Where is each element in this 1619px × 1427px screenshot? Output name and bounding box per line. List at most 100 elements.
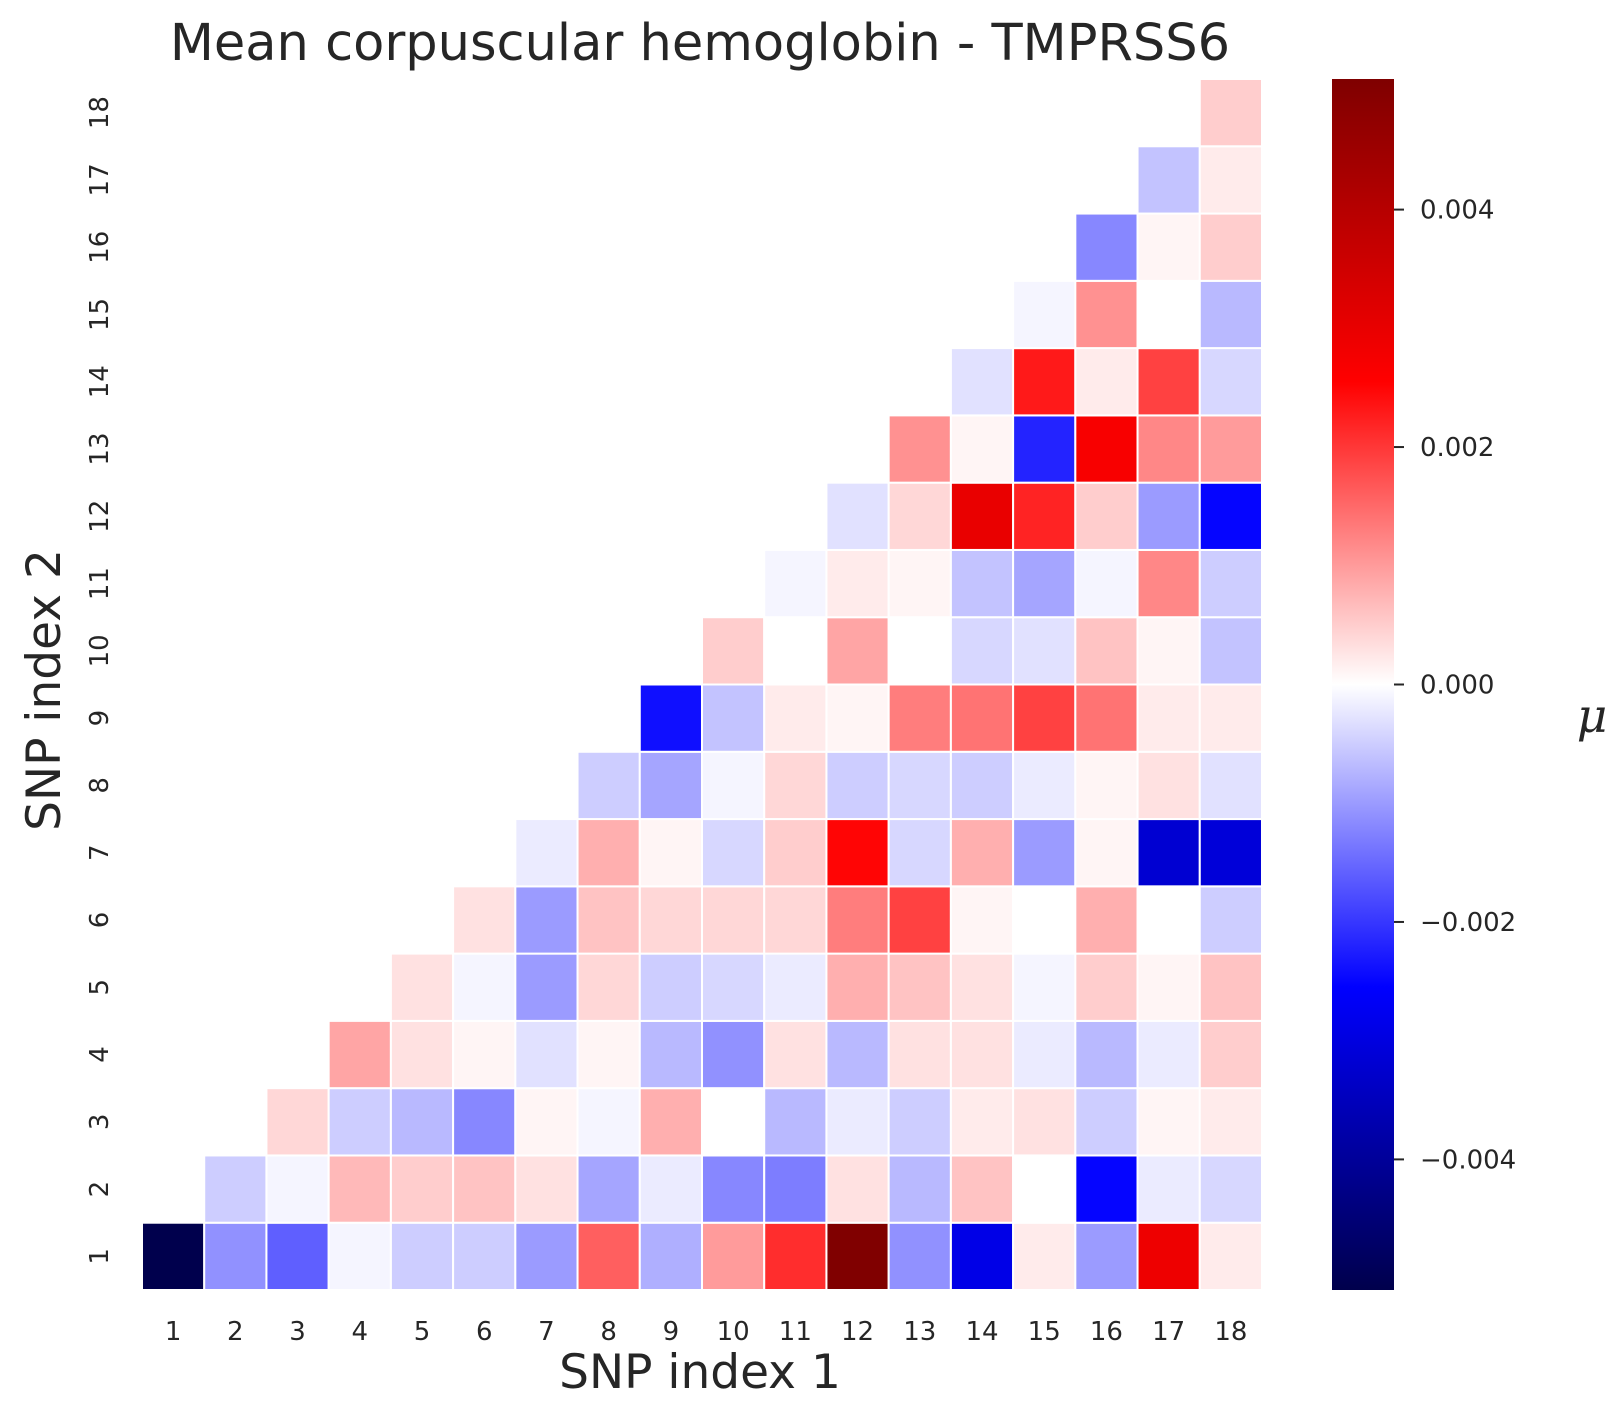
heatmap-cell-15-13 bbox=[1012, 414, 1077, 484]
heatmap-cell-17-13 bbox=[1136, 414, 1201, 484]
x-tick-label: 10 bbox=[717, 1317, 750, 1347]
x-tick-label: 11 bbox=[779, 1317, 812, 1347]
y-tick-label: 2 bbox=[85, 1181, 115, 1198]
heatmap-cell-13-7 bbox=[887, 818, 952, 888]
heatmap-cell-12-1 bbox=[825, 1221, 890, 1291]
x-tick-label: 15 bbox=[1028, 1317, 1061, 1347]
heatmap-cell-4-1 bbox=[327, 1221, 392, 1291]
y-tick-label: 6 bbox=[85, 912, 115, 929]
colorbar-tick-label: 0.000 bbox=[1420, 671, 1494, 701]
heatmap-cell-17-17 bbox=[1136, 145, 1201, 215]
heatmap-cell-8-4 bbox=[576, 1019, 641, 1090]
x-tick-label: 8 bbox=[600, 1317, 617, 1347]
heatmap-cell-7-7 bbox=[514, 818, 579, 888]
heatmap-cell-7-1 bbox=[514, 1221, 579, 1291]
heatmap-cell-13-8 bbox=[887, 750, 952, 821]
heatmap-cell-10-4 bbox=[701, 1019, 766, 1090]
heatmap-cell-6-2 bbox=[452, 1154, 517, 1224]
heatmap-cell-14-4 bbox=[949, 1019, 1015, 1090]
heatmap-cell-14-9 bbox=[949, 683, 1015, 753]
heatmap-cell-6-1 bbox=[452, 1221, 517, 1291]
heatmap-cell-14-8 bbox=[949, 750, 1015, 821]
heatmap-cell-16-10 bbox=[1074, 616, 1139, 686]
heatmap-cell-10-1 bbox=[701, 1221, 766, 1291]
x-tick-label: 16 bbox=[1090, 1317, 1123, 1347]
heatmap-cell-17-10 bbox=[1136, 616, 1201, 686]
heatmap-cell-14-14 bbox=[949, 347, 1015, 417]
heatmap-cell-7-6 bbox=[514, 885, 579, 955]
heatmap-cell-8-8 bbox=[576, 750, 641, 821]
heatmap-cell-6-6 bbox=[452, 885, 517, 955]
heatmap-cell-18-8 bbox=[1198, 750, 1264, 821]
heatmap-cell-17-2 bbox=[1136, 1154, 1201, 1224]
heatmap-cell-8-6 bbox=[576, 885, 641, 955]
x-tick-label: 14 bbox=[965, 1317, 998, 1347]
heatmap-cell-10-9 bbox=[701, 683, 766, 753]
heatmap-cell-14-1 bbox=[949, 1221, 1015, 1291]
heatmap-cell-8-1 bbox=[576, 1221, 641, 1291]
y-tick-label: 8 bbox=[85, 777, 115, 794]
heatmap-cell-9-9 bbox=[638, 683, 703, 753]
y-tick-label: 13 bbox=[85, 432, 115, 465]
heatmap-cell-13-13 bbox=[887, 414, 952, 484]
heatmap-cell-12-2 bbox=[825, 1154, 890, 1224]
heatmap-cell-16-15 bbox=[1074, 279, 1139, 350]
heatmap-cell-18-13 bbox=[1198, 414, 1264, 484]
heatmap-cell-16-3 bbox=[1074, 1087, 1139, 1157]
heatmap-cell-2-2 bbox=[203, 1154, 268, 1224]
x-tick-label: 13 bbox=[903, 1317, 936, 1347]
heatmap-cell-18-2 bbox=[1198, 1154, 1264, 1224]
heatmap-cell-16-5 bbox=[1074, 952, 1139, 1022]
heatmap-cell-15-2 bbox=[1012, 1154, 1077, 1224]
heatmap-cell-16-9 bbox=[1074, 683, 1139, 753]
heatmap-cell-2-1 bbox=[203, 1221, 268, 1291]
heatmap-cell-14-2 bbox=[949, 1154, 1015, 1224]
heatmap-cell-17-3 bbox=[1136, 1087, 1201, 1157]
heatmap-cell-14-12 bbox=[949, 481, 1015, 551]
heatmap-cell-11-6 bbox=[763, 885, 828, 955]
heatmap-cell-7-5 bbox=[514, 952, 579, 1022]
x-tick-label: 9 bbox=[663, 1317, 680, 1347]
heatmap-cell-5-4 bbox=[389, 1019, 455, 1090]
heatmap-cell-11-4 bbox=[763, 1019, 828, 1090]
heatmap-cell-15-4 bbox=[1012, 1019, 1077, 1090]
heatmap-cell-12-3 bbox=[825, 1087, 890, 1157]
heatmap-cell-12-10 bbox=[825, 616, 890, 686]
heatmap-cell-17-8 bbox=[1136, 750, 1201, 821]
heatmap-cell-18-15 bbox=[1198, 279, 1264, 350]
heatmap-cell-17-7 bbox=[1136, 818, 1201, 888]
heatmap-cell-18-18 bbox=[1198, 78, 1264, 148]
colorbar-tick-label: 0.004 bbox=[1420, 196, 1494, 226]
y-tick-label: 5 bbox=[85, 979, 115, 996]
heatmap-cell-18-11 bbox=[1198, 548, 1264, 619]
heatmap-cell-15-8 bbox=[1012, 750, 1077, 821]
heatmap-cell-12-11 bbox=[825, 548, 890, 619]
y-tick-label: 7 bbox=[85, 844, 115, 861]
x-tick-label: 6 bbox=[476, 1317, 493, 1347]
heatmap-cell-10-3 bbox=[701, 1087, 766, 1157]
heatmap-cell-11-3 bbox=[763, 1087, 828, 1157]
heatmap-cell-14-7 bbox=[949, 818, 1015, 888]
heatmap-cell-10-7 bbox=[701, 818, 766, 888]
heatmap-cell-8-2 bbox=[576, 1154, 641, 1224]
x-tick-label: 1 bbox=[165, 1317, 182, 1347]
colorbar-tick-label: 0.002 bbox=[1420, 433, 1494, 463]
heatmap-cell-9-7 bbox=[638, 818, 703, 888]
heatmap-cell-4-4 bbox=[327, 1019, 392, 1090]
heatmap-cell-11-5 bbox=[763, 952, 828, 1022]
colorbar-label: μ bbox=[1577, 689, 1608, 744]
heatmap-cell-11-2 bbox=[763, 1154, 828, 1224]
heatmap-cell-13-2 bbox=[887, 1154, 952, 1224]
heatmap-cell-16-12 bbox=[1074, 481, 1139, 551]
y-tick-label: 4 bbox=[85, 1046, 115, 1063]
heatmap-cell-17-11 bbox=[1136, 548, 1201, 619]
heatmap-cell-17-15 bbox=[1136, 279, 1201, 350]
heatmap-cell-15-10 bbox=[1012, 616, 1077, 686]
heatmap-cell-17-14 bbox=[1136, 347, 1201, 417]
x-tick-label: 7 bbox=[538, 1317, 555, 1347]
heatmap-cell-14-11 bbox=[949, 548, 1015, 619]
heatmap-cell-14-13 bbox=[949, 414, 1015, 484]
heatmap-cell-13-4 bbox=[887, 1019, 952, 1090]
heatmap-cell-15-9 bbox=[1012, 683, 1077, 753]
heatmap-cell-13-6 bbox=[887, 885, 952, 955]
